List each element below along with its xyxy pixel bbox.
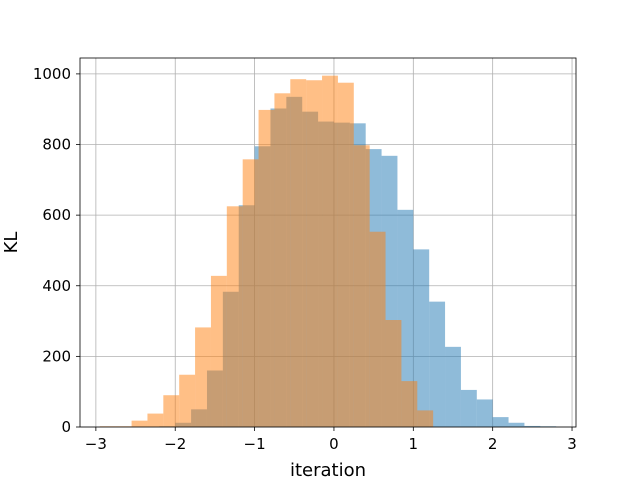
y-ticks: 0 200 400 600 800 1000 xyxy=(33,65,80,436)
histogram-bar xyxy=(258,109,275,428)
histogram-bar xyxy=(413,249,430,427)
x-ticks: −3 −2 −1 0 1 2 3 xyxy=(85,427,577,453)
x-tick-label: −1 xyxy=(244,435,266,453)
histogram-bar xyxy=(147,413,164,427)
histogram-bar xyxy=(195,327,211,427)
histogram-bar xyxy=(163,395,180,427)
histogram-bar xyxy=(417,410,434,427)
y-tick-label: 600 xyxy=(42,206,71,224)
histogram-bar xyxy=(492,417,509,427)
histogram-bar xyxy=(322,75,338,427)
histogram-bar xyxy=(242,159,259,427)
histogram-bar xyxy=(306,80,323,427)
histogram-bar xyxy=(210,275,227,427)
y-tick-label: 200 xyxy=(42,347,71,365)
histogram-bar xyxy=(226,206,243,427)
x-tick-label: −3 xyxy=(85,435,107,453)
histogram-bars xyxy=(99,75,557,428)
y-tick-label: 400 xyxy=(42,277,71,295)
histogram-bar xyxy=(290,79,307,428)
histogram-bar xyxy=(476,399,493,427)
histogram-bar xyxy=(524,425,541,427)
x-tick-label: 2 xyxy=(488,435,498,453)
histogram-bar xyxy=(369,231,386,427)
x-tick-label: −2 xyxy=(164,435,186,453)
histogram-bar xyxy=(401,381,418,427)
histogram-bar xyxy=(353,145,370,427)
histogram-bar xyxy=(274,93,291,427)
histogram-bar xyxy=(445,346,461,427)
histogram-bar xyxy=(179,374,196,427)
histogram-bar xyxy=(429,301,446,427)
histogram-series xyxy=(99,75,434,428)
y-tick-label: 1000 xyxy=(33,65,71,83)
x-axis-label: iteration xyxy=(290,460,366,480)
histogram-bar xyxy=(508,422,525,427)
y-axis-label: KL xyxy=(1,232,22,254)
x-tick-label: 3 xyxy=(567,435,577,453)
x-tick-label: 1 xyxy=(409,435,419,453)
histogram-bar xyxy=(460,389,477,427)
y-tick-label: 800 xyxy=(42,136,71,154)
plot-frame xyxy=(79,57,577,428)
histogram-bar xyxy=(131,420,148,427)
histogram-bar xyxy=(337,82,354,427)
histogram-bar xyxy=(385,320,402,427)
x-tick-label: 0 xyxy=(329,435,339,453)
y-tick-label: 0 xyxy=(61,418,71,436)
